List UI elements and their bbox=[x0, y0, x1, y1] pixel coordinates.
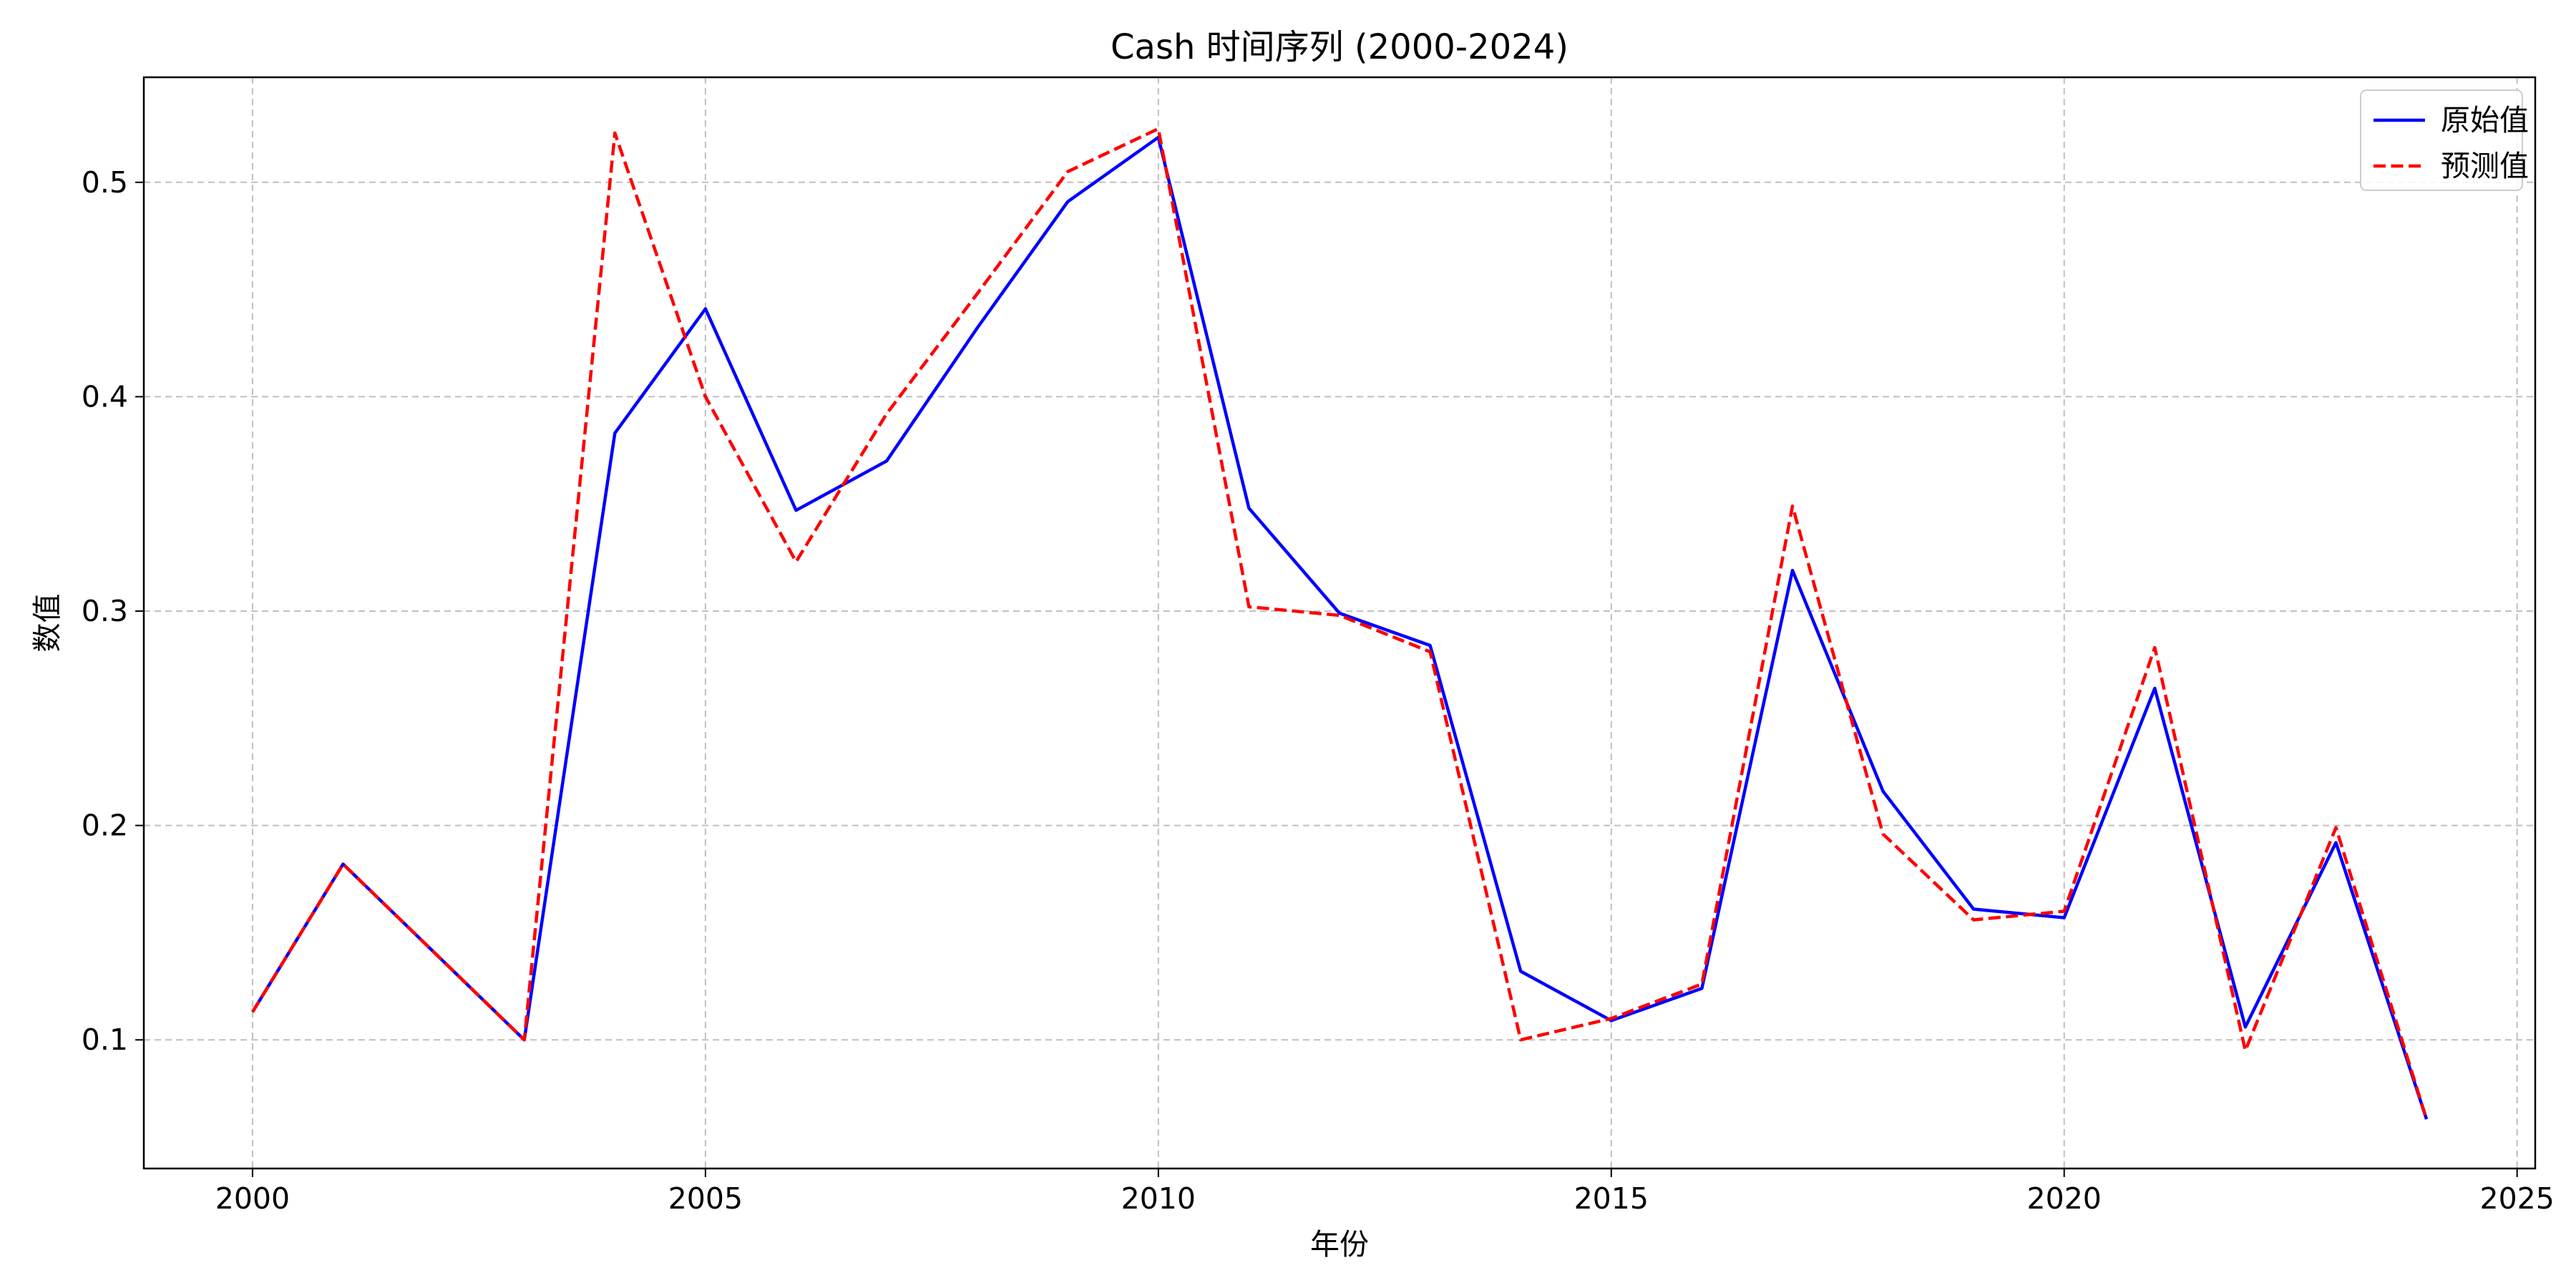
x-tick-label: 2005 bbox=[668, 1181, 743, 1216]
x-tick-label: 2000 bbox=[215, 1181, 290, 1216]
legend-label: 原始值 bbox=[2441, 103, 2529, 137]
series-lines bbox=[250, 127, 2429, 1120]
series-line-2 bbox=[250, 127, 2429, 1120]
y-axis-label: 数值 bbox=[30, 594, 64, 653]
x-tick-label: 2020 bbox=[2027, 1181, 2102, 1216]
y-tick-label: 0.3 bbox=[82, 594, 128, 628]
legend-label: 预测值 bbox=[2441, 149, 2529, 183]
y-tick-label: 0.4 bbox=[82, 379, 128, 414]
x-tick-label: 2015 bbox=[1574, 1181, 1649, 1216]
x-axis-label: 年份 bbox=[1310, 1227, 1369, 1262]
chart-title: Cash 时间序列 (2000-2024) bbox=[1111, 27, 1568, 67]
x-tick-label: 2010 bbox=[1121, 1181, 1196, 1216]
y-tick-label: 0.1 bbox=[82, 1023, 128, 1057]
y-tick-label: 0.2 bbox=[82, 809, 128, 843]
plot-frame bbox=[142, 76, 2537, 1170]
axis-ticks: 2000 2005 2010 2015 2020 2025 0.1 0.2 0.3 0.4 0.5 bbox=[82, 165, 2555, 1216]
x-tick-label: 2025 bbox=[2480, 1181, 2555, 1216]
series-line-1 bbox=[250, 135, 2429, 1120]
y-tick-label: 0.5 bbox=[82, 165, 128, 200]
grid bbox=[144, 77, 2535, 1169]
